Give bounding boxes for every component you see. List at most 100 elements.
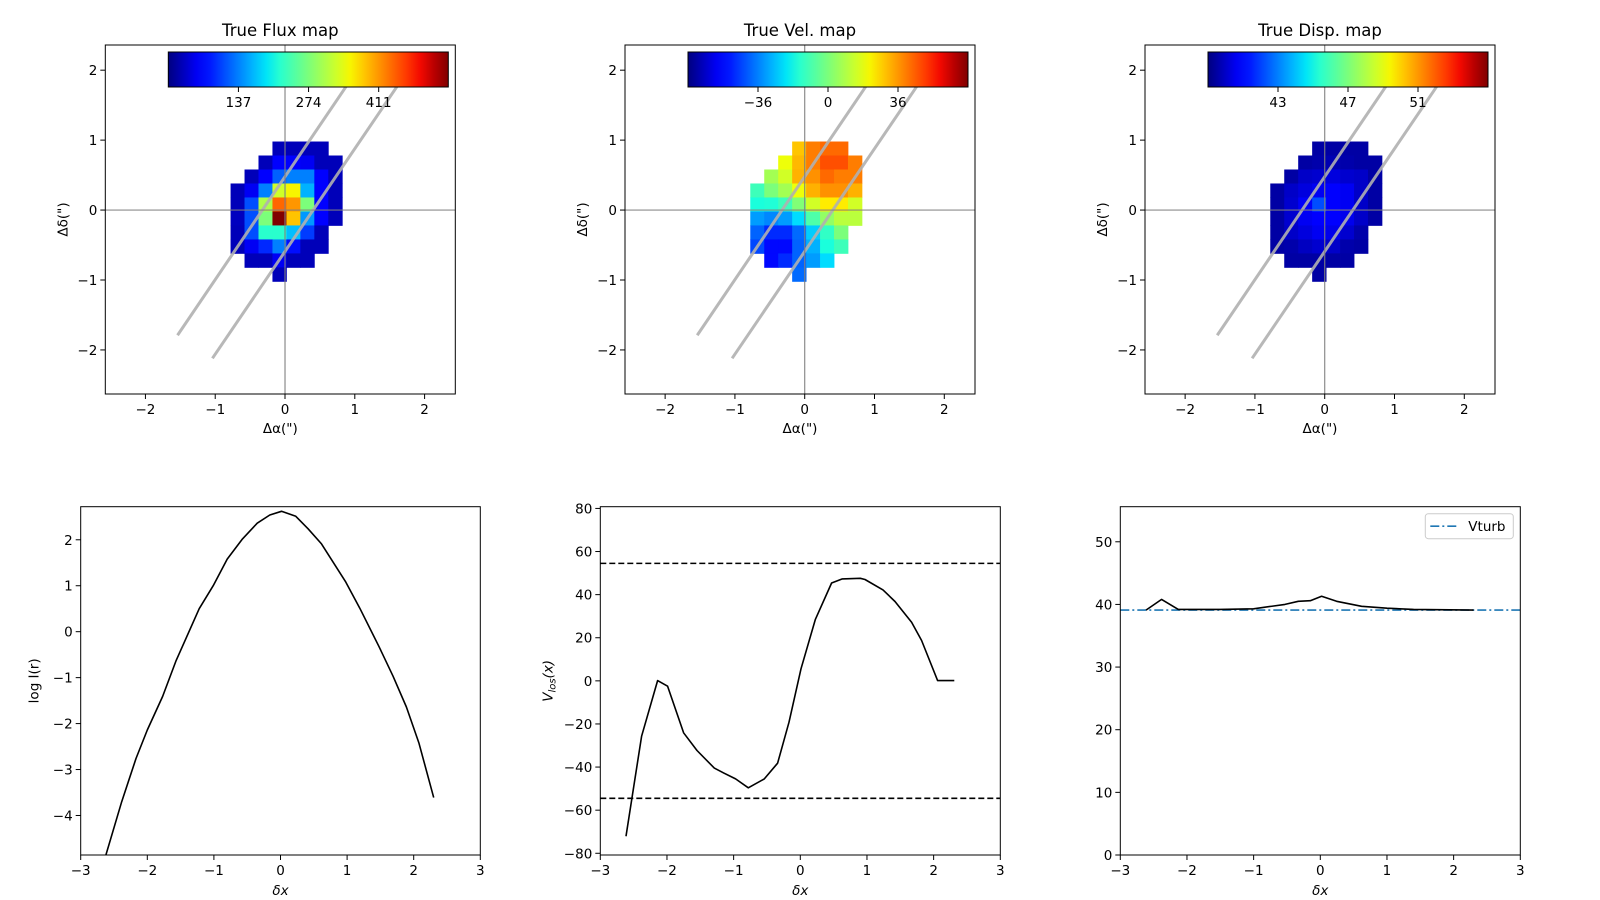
map-pixel <box>1270 183 1285 198</box>
y-tick-label: 0 <box>1128 203 1137 219</box>
slit-line <box>730 55 939 360</box>
map-pixel <box>300 141 315 156</box>
y-tick-label: 1 <box>1128 133 1137 149</box>
map-pixel <box>300 197 315 212</box>
y-tick-label: −60 <box>564 803 593 819</box>
map-pixel <box>1354 211 1369 226</box>
y-label-suffix: (x) <box>540 660 556 679</box>
x-tick-label: 3 <box>1516 863 1525 879</box>
axes-frame <box>104 44 456 395</box>
map-pixel <box>806 197 821 212</box>
map-pixel <box>230 225 245 240</box>
x-tick-label: 2 <box>409 863 418 879</box>
axes-frame <box>1144 44 1496 395</box>
x-tick-label: 1 <box>343 863 352 879</box>
x-axis-label: δx <box>792 883 809 899</box>
map-pixel <box>1354 155 1369 170</box>
colorbar-tick-label: −36 <box>744 95 773 111</box>
x-tick-label: −1 <box>1244 863 1264 879</box>
x-tick-label: −2 <box>135 402 155 418</box>
y-axis-label: Δδ(") <box>1095 202 1111 236</box>
map-pixel <box>820 197 835 212</box>
panel-title: True Disp. map <box>1257 21 1382 40</box>
x-tick-label: −3 <box>71 863 91 879</box>
map-pixel <box>328 197 343 212</box>
map-pixel <box>1340 225 1355 240</box>
panel-title: True Vel. map <box>743 21 856 40</box>
x-tick-label: 1 <box>1383 863 1392 879</box>
x-tick-label: 2 <box>1460 402 1469 418</box>
map-pixel <box>834 239 849 254</box>
colorbar-tick-label: 274 <box>296 95 322 111</box>
map-pixel <box>820 253 835 268</box>
map-pixel <box>258 211 273 226</box>
x-tick-label: −2 <box>655 402 675 418</box>
slit-line <box>1250 55 1459 360</box>
y-label-subscript: los <box>547 678 558 692</box>
map-pixel <box>778 183 793 198</box>
colorbar-tick-label: 36 <box>889 95 906 111</box>
plot-area <box>600 562 1001 837</box>
legend-box <box>1424 513 1514 540</box>
panel-title: True Flux map <box>221 21 339 40</box>
x-tick-label: 0 <box>1320 402 1329 418</box>
map-pixel <box>1284 253 1299 268</box>
map-pixel <box>230 211 245 226</box>
map-pixel <box>272 225 287 240</box>
map-pixel <box>750 197 765 212</box>
map-pixel <box>1326 183 1341 198</box>
map-pixel <box>764 169 779 184</box>
x-tick-label: 2 <box>1449 863 1458 879</box>
y-tick-label: −40 <box>564 760 593 776</box>
y-tick-label: −2 <box>1117 343 1137 359</box>
map-pixel <box>314 211 329 226</box>
colorbar-tick-label: 47 <box>1339 95 1356 111</box>
x-tick-label: 2 <box>940 402 949 418</box>
map-pixel <box>300 253 315 268</box>
y-tick-label: −1 <box>53 671 73 687</box>
map-pixel <box>1340 197 1355 212</box>
y-axis-label: Δδ(") <box>55 202 71 236</box>
map-pixel <box>286 211 301 226</box>
map-pixel <box>258 253 273 268</box>
map-pixel <box>1340 155 1355 170</box>
map-pixel <box>847 197 863 212</box>
y-tick-label: 0 <box>608 203 617 219</box>
map-pixel <box>1326 141 1341 156</box>
map-pixel <box>820 225 835 240</box>
map-pixel <box>244 197 259 212</box>
map-pixel <box>314 169 329 184</box>
y-tick-label: 2 <box>608 63 617 79</box>
map-pixel <box>1298 211 1313 226</box>
x-tick-label: −1 <box>724 863 744 879</box>
colorbar-tick-label: 0 <box>824 95 833 111</box>
map-pixel <box>1312 183 1327 198</box>
map-pixel <box>300 169 315 184</box>
x-tick-label: 2 <box>929 863 938 879</box>
map-panel: −36 0 36 Δα(") Δδ(") True Vel. map −2 −1 0 1 2 −2 −1… <box>575 21 976 437</box>
map-pixel <box>1312 239 1327 254</box>
x-tick-label: −2 <box>1177 863 1197 879</box>
map-pixel <box>258 239 273 254</box>
map-pixel <box>820 169 835 184</box>
map-pixel <box>1367 211 1383 226</box>
map-pixel <box>764 183 779 198</box>
map-pixel <box>286 183 301 198</box>
map-pixel <box>244 239 259 254</box>
map-pixel <box>792 155 807 170</box>
y-tick-label: −3 <box>53 763 73 779</box>
y-tick-label: 40 <box>1095 597 1112 613</box>
map-pixel <box>750 183 765 198</box>
y-tick-label: −20 <box>564 717 593 733</box>
y-tick-label: 2 <box>89 63 98 79</box>
y-tick-label: 10 <box>1095 785 1112 801</box>
colorbar <box>167 51 449 88</box>
x-tick-label: 1 <box>863 863 872 879</box>
y-tick-label: 0 <box>584 674 593 690</box>
x-tick-label: 1 <box>1390 402 1399 418</box>
map-pixel <box>1326 169 1341 184</box>
map-pixel <box>847 183 863 198</box>
map-pixel <box>1298 183 1313 198</box>
